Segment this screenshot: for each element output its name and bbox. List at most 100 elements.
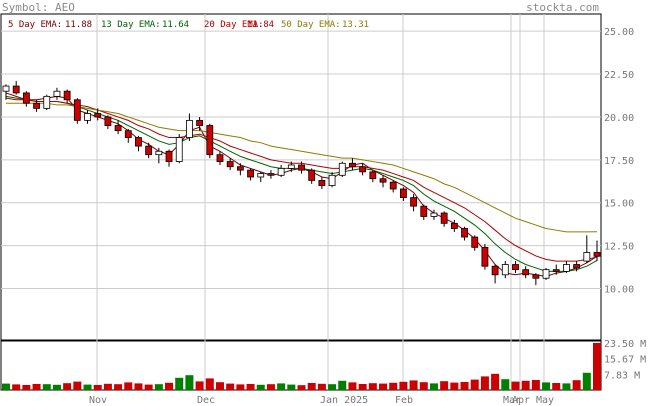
volume-bar — [358, 384, 367, 390]
price-tick-label: 17.50 — [604, 156, 634, 167]
candle-body — [379, 178, 387, 183]
volume-bar — [542, 382, 551, 390]
candle-body — [369, 171, 377, 180]
candle-body — [481, 246, 489, 267]
candle-body — [135, 137, 142, 147]
candle-body — [532, 274, 540, 279]
volume-bar — [2, 383, 10, 390]
volume-bar — [226, 383, 235, 390]
candle-body — [2, 85, 10, 92]
candle-body — [512, 264, 519, 271]
candle-body — [114, 125, 122, 132]
candle-body — [84, 113, 91, 121]
volume-bar — [460, 382, 469, 390]
volume-bar — [328, 384, 337, 390]
x-tick-label: Nov — [89, 395, 107, 406]
x-tick-label: Feb — [395, 395, 413, 406]
volume-bar — [277, 383, 286, 390]
volume-bar — [562, 383, 571, 390]
volume-bar — [32, 384, 41, 390]
candle-body — [471, 236, 479, 248]
candle-body — [410, 197, 417, 207]
volume-bar — [124, 382, 133, 390]
volume-bar — [103, 383, 112, 390]
legend-ema5-label: 5 Day EMA: — [8, 20, 62, 30]
x-tick-label: Dec — [197, 395, 215, 406]
volume-bar — [52, 384, 61, 390]
volume-bar — [236, 384, 245, 390]
volume-tick-label: 15.67 M — [604, 355, 646, 366]
volume-bar — [389, 382, 398, 390]
volume-bar — [246, 384, 255, 390]
candle-body — [542, 269, 550, 279]
candle-body — [12, 85, 20, 94]
candle-body — [155, 150, 163, 156]
volume-bar — [348, 382, 357, 390]
volume-bar — [450, 382, 459, 390]
volume-axis: 23.50 M 15.67 M 7.83 M — [604, 339, 646, 381]
price-tick-label: 10.00 — [604, 285, 634, 296]
candle-body — [53, 90, 61, 97]
volume-bar — [205, 378, 214, 390]
candle-body — [593, 252, 601, 257]
candle-body — [257, 173, 265, 178]
volume-bar — [491, 373, 500, 390]
candle-body — [247, 169, 254, 178]
candle-body — [124, 130, 132, 138]
volume-bar — [317, 383, 326, 390]
candle-body — [216, 154, 224, 162]
volume-bar — [501, 379, 510, 390]
volume-bar — [154, 384, 163, 390]
volume-bar — [165, 382, 174, 390]
x-tick-label: May — [536, 395, 554, 406]
volume-tick-label: 7.83 M — [604, 370, 640, 381]
candle-body — [22, 92, 30, 104]
ema-line-50day — [6, 102, 598, 233]
volume-bar — [582, 372, 591, 390]
candle-body — [298, 164, 305, 171]
candle-body — [186, 119, 193, 138]
x-tick-label: Jan 2025 — [320, 395, 368, 406]
legend-ema13-label: 13 Day EMA: — [101, 20, 161, 30]
volume-bar — [266, 384, 275, 390]
candlesticks — [2, 80, 601, 286]
volume-bar — [83, 384, 92, 390]
volume-bar — [399, 381, 408, 390]
candle-body — [43, 95, 51, 109]
candle-body — [461, 228, 468, 238]
price-tick-label: 12.50 — [604, 242, 634, 253]
candle-body — [450, 222, 458, 229]
candle-body — [501, 264, 509, 276]
volume-bar — [379, 383, 388, 390]
candle-body — [338, 162, 346, 176]
candle-body — [175, 137, 183, 162]
volume-bar — [511, 381, 520, 390]
brand-watermark: stockta.com — [526, 1, 599, 14]
volume-bar — [480, 376, 489, 390]
volume-bar — [307, 383, 316, 390]
candle-body — [359, 166, 367, 173]
volume-bar — [593, 343, 601, 390]
volume-bar — [22, 385, 31, 390]
grid-lines — [1, 14, 601, 390]
candle-body — [94, 113, 102, 118]
x-tick-label: Mar — [503, 395, 521, 406]
ema-legend: 5 Day EMA: 11.88 13 Day EMA: 11.64 20 Da… — [8, 20, 369, 30]
candle-body — [573, 264, 581, 269]
candle-body — [399, 188, 407, 198]
legend-ema20-label: 20 Day EMA: — [204, 20, 264, 30]
candle-body — [277, 168, 285, 176]
volume-bar — [409, 380, 418, 390]
x-tick-label: Apr — [512, 395, 530, 406]
candle-body — [165, 150, 173, 162]
candle-body — [389, 181, 397, 190]
price-tick-label: 15.00 — [604, 199, 634, 210]
price-panel — [0, 13, 602, 341]
candle-body — [430, 212, 438, 217]
legend-ema13-value: 11.64 — [162, 20, 189, 30]
volume-bar — [114, 384, 123, 390]
candle-body — [63, 90, 71, 101]
candle-body — [349, 162, 356, 168]
price-tick-label: 25.00 — [604, 27, 634, 38]
